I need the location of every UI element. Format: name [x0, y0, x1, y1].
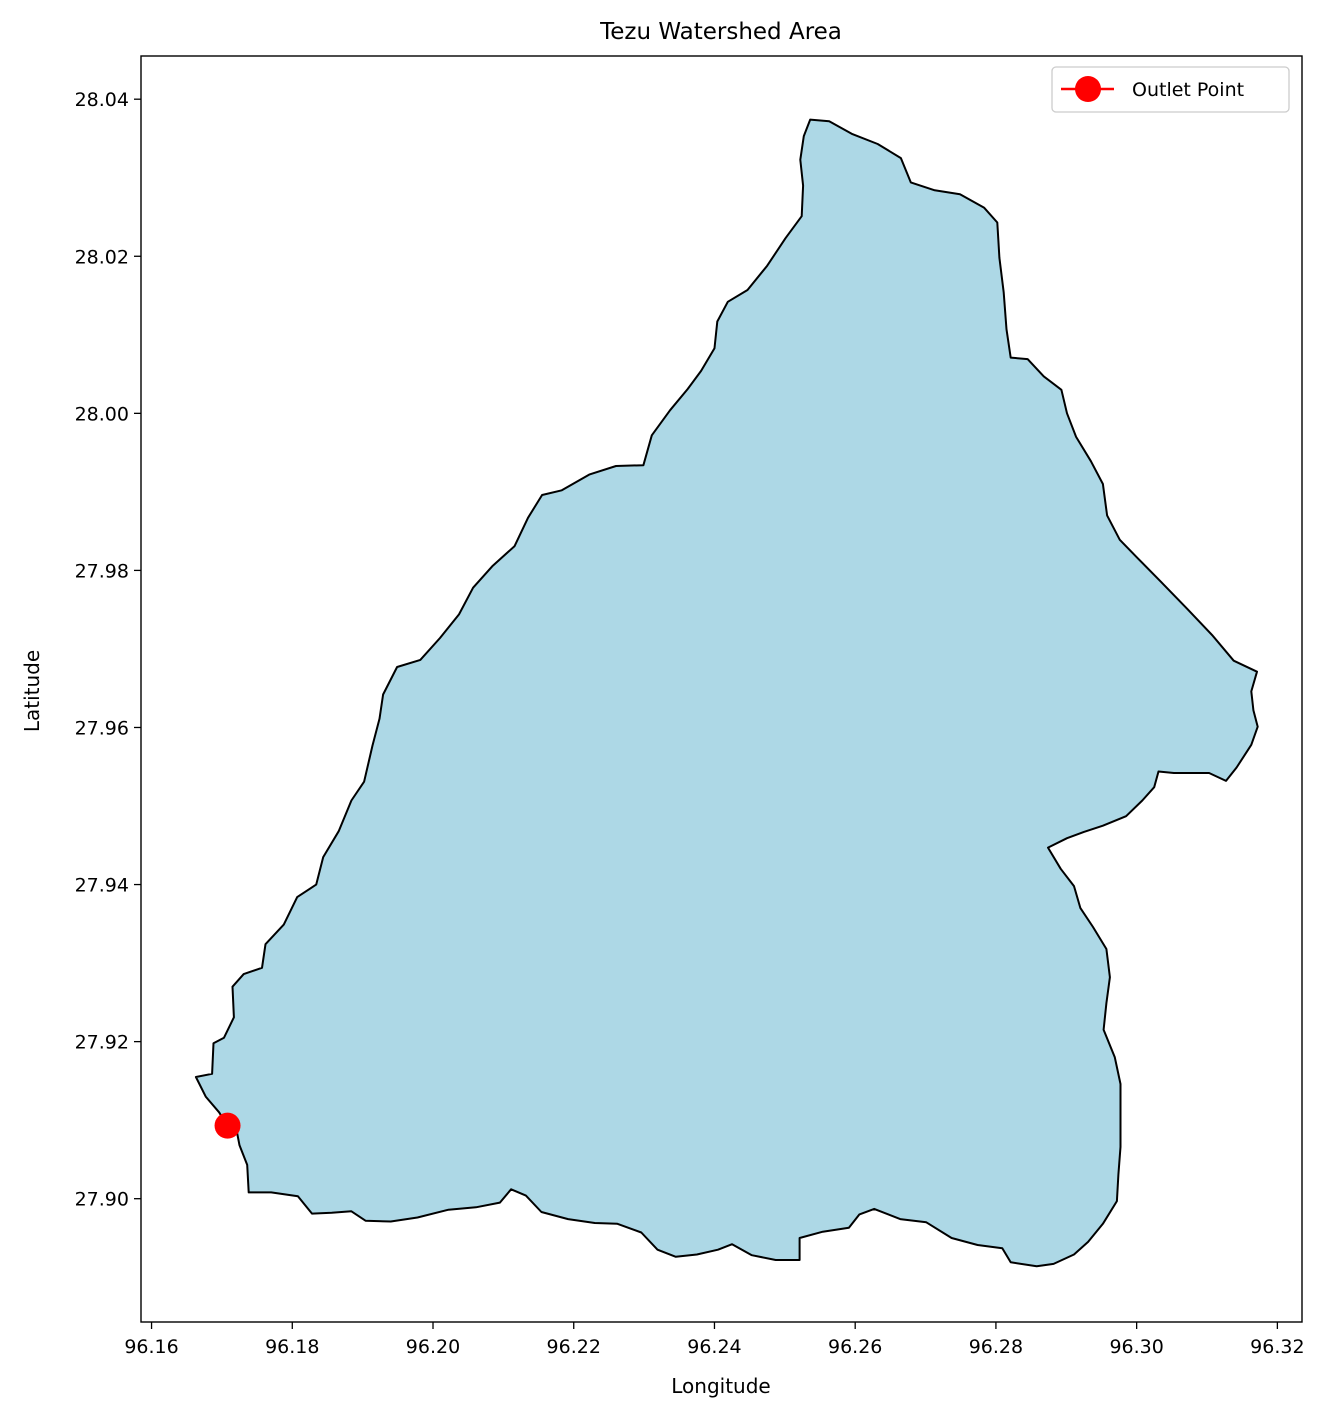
y-axis: 27.90 27.92 27.94 27.96 27.98 28.00 28.02 28.04: [75, 89, 141, 1211]
legend-box: [1051, 66, 1290, 113]
x-tick-label: 96.32: [1250, 1336, 1304, 1358]
x-axis: 96.16 96.18 96.20 96.22 96.24 96.26 96.28 96.30…: [124, 1322, 1305, 1358]
x-tick-label: 96.26: [828, 1336, 882, 1358]
x-tick-label: 96.24: [687, 1336, 741, 1358]
y-tick-label: 27.96: [75, 717, 129, 739]
x-tick-label: 96.20: [406, 1336, 460, 1358]
plot-frame: [140, 55, 1303, 1323]
plot-area: [194, 118, 1259, 1268]
y-axis-label: Latitude: [20, 650, 44, 732]
outlet-point: [214, 1112, 241, 1139]
y-tick-label: 27.92: [75, 1032, 129, 1054]
legend-outlet-marker: [1075, 76, 1101, 102]
y-tick-label: 27.90: [75, 1189, 129, 1211]
x-tick-label: 96.30: [1109, 1336, 1163, 1358]
legend-label-outlet: Outlet Point: [1132, 79, 1244, 101]
x-axis-label: Longitude: [671, 1374, 770, 1398]
y-tick-label: 27.94: [75, 875, 129, 897]
y-tick-label: 27.98: [75, 560, 129, 582]
x-tick-label: 96.22: [547, 1336, 601, 1358]
x-tick-label: 96.16: [124, 1336, 178, 1358]
y-tick-label: 28.04: [75, 89, 129, 111]
legend: Outlet Point: [1051, 66, 1290, 113]
x-tick-label: 96.18: [265, 1336, 319, 1358]
watershed-polygon: [194, 118, 1259, 1268]
chart-title: Tezu Watershed Area: [599, 19, 842, 45]
y-tick-label: 28.02: [75, 246, 129, 268]
x-tick-label: 96.28: [969, 1336, 1023, 1358]
outlet-point-marker: [214, 1112, 241, 1139]
y-tick-label: 28.00: [75, 403, 129, 425]
